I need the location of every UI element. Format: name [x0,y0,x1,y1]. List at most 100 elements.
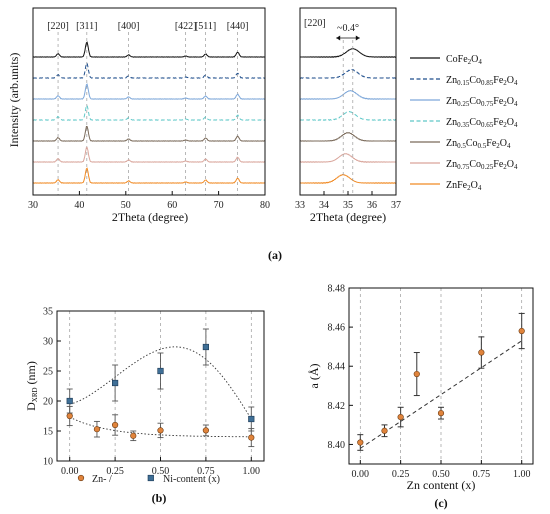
y-tick-label: 35 [43,307,53,318]
label-part: O [507,75,514,86]
label-part: Zn [446,159,457,170]
y-tick-label: 20 [43,397,53,408]
panel-a-right: ~0.4° [220] 33 34 35 36 37 2Theta (degree) [295,7,401,224]
label-part: O [507,117,514,128]
shift-arrow-head [355,35,360,41]
data-point-zn [157,427,164,434]
label-part: Zn [446,117,457,128]
data-point-zn [202,427,209,434]
plot-frame [56,310,265,462]
x-axis-label: 2Theta (degree) [310,210,386,224]
data-point-ni [112,379,119,387]
y-tick-label: 15 [43,427,53,438]
x-tick-label: 70 [214,200,224,211]
data-point [381,427,388,434]
legend-entry: Zn0.5Co0.5Fe2O4 [446,138,511,150]
label-part: 0.5 [457,142,466,150]
legend-entry: Zn0.15Co0.85Fe2O4 [446,75,518,87]
label-part: 0.35 [457,121,470,129]
x-tick-label: 30 [28,200,38,211]
x-axis-label: Zn content (x) [407,478,476,492]
label-part: Co [469,75,481,86]
plot-frame [299,7,397,196]
label-part: 0.5 [478,142,487,150]
y-tick-label: 8.46 [328,323,346,334]
label-part: ZnFe [446,180,468,191]
label-part: 4 [478,58,482,66]
x-tick-label: 0.25 [106,466,124,477]
shift-arrow-head [336,35,341,41]
x-tick-label: 80 [260,200,270,211]
xrd-zoom-series-line [299,111,397,121]
label-part: 0.15 [457,79,470,87]
data-point [413,370,420,378]
data-point-ni [202,343,209,351]
label-part: 4 [514,100,518,108]
label-part: Zn [446,75,457,86]
data-point [357,439,364,446]
x-tick-label: 0.25 [392,469,410,480]
label-part: 2 [467,184,471,192]
legend-entry: Zn0.25Co0.75Fe2O4 [446,96,518,108]
data-point-ni [66,397,73,405]
x-tick-label: 50 [121,200,131,211]
data-point-zn [112,421,119,429]
y-axis-label: a (Å) [307,364,321,389]
xrd-series-line [32,126,266,142]
peak-label: [400] [118,21,140,32]
legend-entry: CoFe2O4 [446,54,482,66]
xrd-zoom-series-line [299,131,397,142]
x-tick-label: 33 [295,200,305,211]
legend-entry: Zn0.75Co0.25Fe2O4 [446,159,518,171]
xrd-series-line [32,62,266,79]
x-tick-label: 0.75 [473,469,491,480]
y-tick-label: 25 [43,367,53,378]
x-tick-label: 0.50 [432,469,450,480]
x-tick-label: 0.50 [152,466,170,477]
x-tick-label: 37 [391,200,401,211]
label-part: O [471,54,478,65]
label-part: O [471,180,478,191]
label-part: Co [469,117,481,128]
y-tick-label: 8.42 [328,401,346,412]
data-point-zn [93,426,101,433]
peak-label: [311] [76,21,97,32]
label-part: Zn [446,138,457,149]
label-part: 4 [514,121,518,129]
label-part: O [507,159,514,170]
label-part: Co [466,138,478,149]
label-part: CoFe [446,54,468,65]
data-point-zn [66,412,73,420]
label-part: 2 [503,121,507,129]
shift-annotation: ~0.4° [337,23,359,34]
x-tick-label: 60 [167,200,177,211]
plot-frame [32,7,266,196]
x-tick-label: 34 [319,200,329,211]
fit-line [360,340,522,449]
xrd-zoom-series-line [299,153,396,163]
x-tick-label: 0.00 [61,466,79,477]
x-axis-label: 2Theta (degree) [112,210,188,224]
label-part: 4 [514,79,518,87]
xrd-zoom-series-line [299,68,397,79]
label-part: (nm) [24,361,38,387]
xrd-series-line [32,83,266,100]
label-part: 0.65 [481,121,494,129]
y-tick-label: 10 [43,457,53,468]
label-part: 0.85 [481,79,494,87]
legend-entry: Zn- / [92,474,112,485]
x-tick-label: 0.75 [197,466,215,477]
label-part: XRD [31,387,39,402]
legend-entry: Zn0.35Co0.65Fe2O4 [446,117,518,129]
peak-label: [220] [47,21,69,32]
data-point-ni [248,415,255,423]
panel-c: 0.00 0.25 0.50 0.75 1.00 8.40 8.42 8.44 8.46 8.48… [307,284,534,492]
y-tick-label: 8.44 [328,362,346,373]
label-part: Fe [486,138,497,149]
label-part: 0.25 [457,100,470,108]
label-part: O [500,138,507,149]
label-part: 2 [503,100,507,108]
xrd-zoom-series-line [299,174,397,184]
legend-marker-zn [77,474,85,482]
label-part: Co [469,96,481,107]
